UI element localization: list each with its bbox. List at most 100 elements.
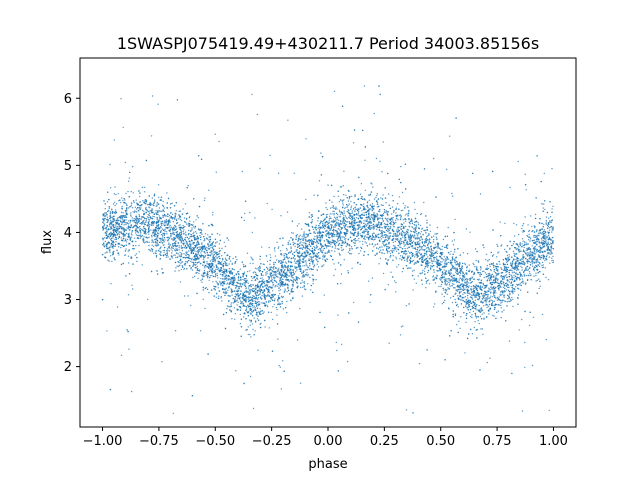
data-point [469, 231, 471, 233]
data-point [128, 348, 130, 350]
data-point [391, 206, 394, 208]
data-point [216, 293, 218, 295]
data-point [404, 259, 406, 262]
data-point [436, 252, 439, 255]
data-point [216, 257, 219, 259]
data-point [104, 252, 106, 254]
data-point [521, 269, 523, 271]
data-point [459, 299, 462, 301]
data-point [358, 221, 361, 224]
data-point [309, 265, 311, 267]
data-point [174, 250, 177, 252]
data-point [331, 213, 333, 215]
data-point [302, 286, 304, 289]
data-point [363, 230, 365, 232]
data-point [382, 242, 384, 245]
data-point [403, 222, 405, 224]
data-point [134, 254, 136, 256]
data-point [115, 237, 118, 239]
data-point [421, 247, 423, 249]
data-point [340, 211, 342, 213]
data-point [379, 160, 381, 162]
data-point [428, 283, 431, 285]
data-point [481, 270, 484, 273]
data-point [451, 240, 453, 242]
data-point [316, 239, 318, 241]
data-point [378, 263, 380, 265]
data-point [510, 284, 512, 286]
data-point [225, 263, 228, 265]
data-point [183, 247, 186, 249]
data-point [451, 192, 453, 195]
data-point [521, 410, 524, 412]
data-point [122, 200, 124, 202]
data-point [357, 239, 359, 241]
data-point [333, 214, 335, 216]
data-point [517, 233, 520, 236]
data-point [331, 250, 333, 252]
data-point [379, 236, 381, 239]
data-point [464, 280, 466, 282]
data-point [449, 282, 451, 284]
data-point [300, 286, 302, 289]
data-point [402, 209, 404, 212]
data-point [378, 217, 380, 219]
data-point [267, 291, 269, 294]
data-point [150, 135, 153, 137]
data-point [360, 235, 362, 237]
data-point [284, 282, 287, 284]
data-point [199, 330, 202, 332]
data-point [398, 233, 401, 236]
data-point [409, 233, 412, 235]
data-point [322, 258, 324, 260]
data-point [170, 234, 172, 236]
data-point [304, 240, 307, 242]
data-point [281, 271, 283, 273]
data-point [103, 237, 106, 239]
data-point [109, 251, 111, 253]
data-point [429, 224, 431, 226]
data-point [528, 233, 530, 236]
data-point [315, 247, 317, 250]
data-point [508, 256, 510, 258]
data-point [300, 228, 303, 230]
data-point [347, 204, 349, 207]
data-point [467, 306, 469, 308]
data-point [124, 199, 126, 201]
data-point [201, 281, 203, 283]
data-point [271, 279, 273, 281]
data-point [310, 257, 313, 259]
data-point [216, 272, 218, 275]
data-point [444, 261, 446, 263]
data-point [244, 212, 246, 215]
data-point [512, 250, 515, 253]
data-point [516, 253, 518, 255]
data-point [521, 318, 523, 321]
data-point [472, 262, 474, 265]
data-point [532, 316, 535, 318]
data-point [395, 258, 398, 260]
data-point [175, 245, 177, 248]
data-point [479, 315, 482, 318]
data-point [133, 221, 135, 223]
data-point [166, 248, 169, 250]
data-point [530, 253, 532, 255]
data-point [177, 218, 179, 220]
data-point [418, 236, 420, 239]
data-point [278, 267, 280, 270]
data-point [222, 280, 225, 283]
data-point [215, 296, 217, 298]
data-point [278, 302, 280, 304]
data-point [270, 256, 272, 259]
data-point [496, 269, 499, 272]
data-point [351, 267, 353, 269]
data-point [285, 247, 288, 250]
data-point [156, 201, 158, 204]
data-point [103, 222, 105, 225]
data-point [195, 250, 197, 253]
data-point [237, 297, 239, 299]
data-point [483, 270, 485, 272]
data-point [179, 281, 182, 283]
data-point [408, 239, 411, 241]
data-point [400, 228, 402, 231]
